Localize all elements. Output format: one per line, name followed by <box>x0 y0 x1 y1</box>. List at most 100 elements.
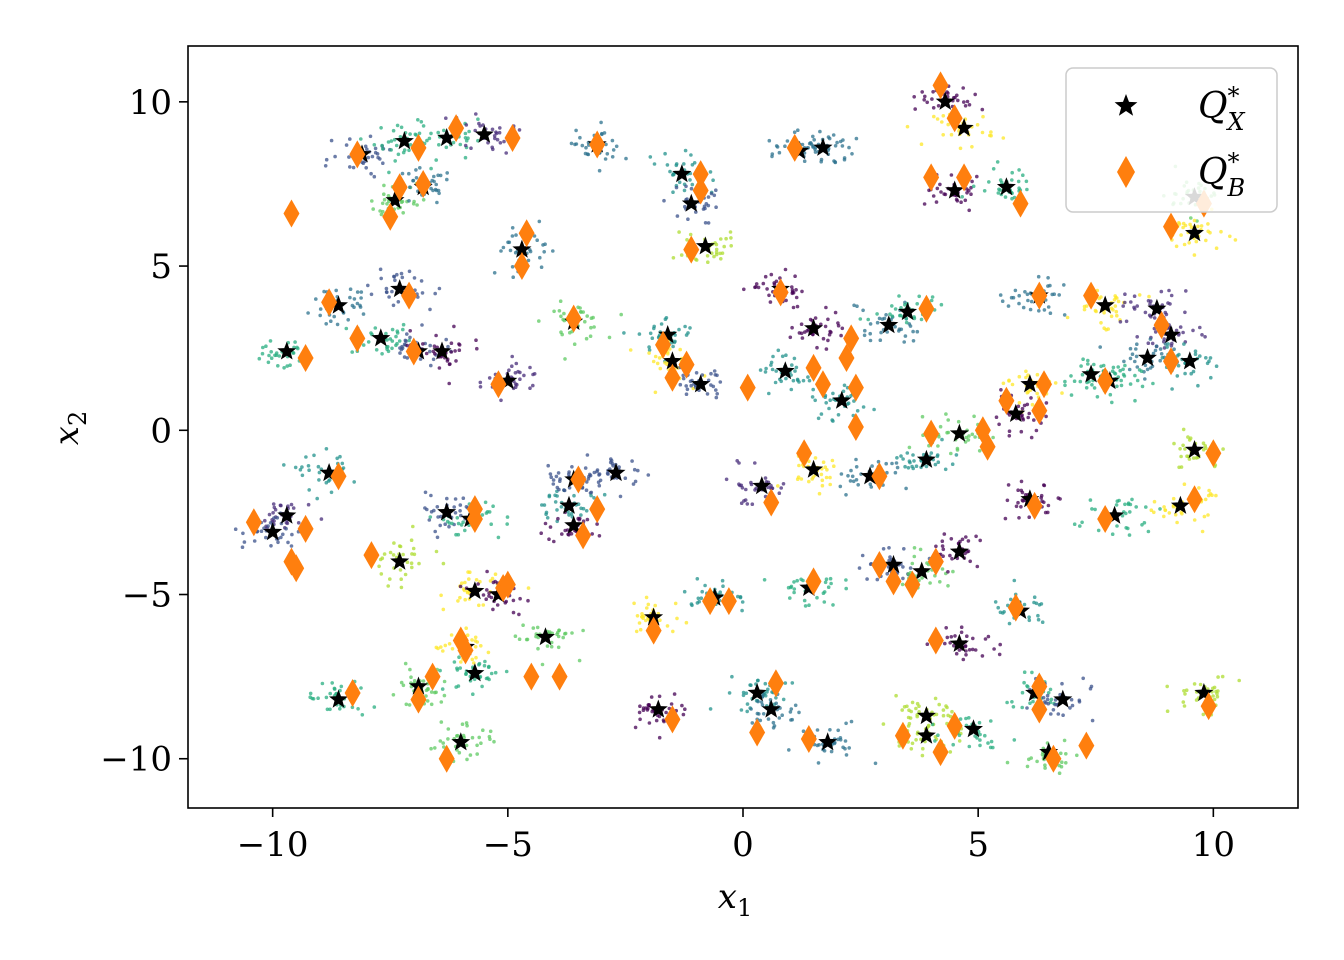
sample-point <box>461 733 466 738</box>
sample-point <box>942 192 946 196</box>
sample-point <box>518 596 522 601</box>
sample-point <box>328 691 333 696</box>
qb-diamond-marker <box>702 587 719 616</box>
sample-point <box>1092 362 1096 367</box>
qx-star-marker <box>371 328 391 347</box>
sample-point <box>936 733 940 737</box>
sample-point <box>964 535 968 539</box>
sample-point <box>914 464 919 469</box>
sample-point <box>370 154 375 159</box>
sample-point <box>449 350 454 354</box>
sample-point <box>473 639 478 643</box>
sample-point <box>907 445 912 450</box>
sample-point <box>458 584 463 589</box>
sample-point <box>964 716 968 721</box>
sample-point <box>1181 443 1185 448</box>
sample-point <box>763 681 768 686</box>
sample-point <box>1081 676 1085 681</box>
sample-point <box>1127 533 1132 537</box>
sample-point <box>1121 372 1126 377</box>
qb-diamond-marker <box>927 547 944 576</box>
sample-point <box>1153 348 1158 353</box>
sample-point <box>261 345 265 350</box>
sample-point <box>610 138 615 143</box>
sample-point <box>435 505 440 509</box>
sample-point <box>789 387 794 392</box>
sample-point <box>1020 406 1025 411</box>
sample-point <box>329 319 333 324</box>
sample-point <box>306 464 311 468</box>
qb-diamond-marker <box>457 636 474 665</box>
sample-point <box>447 381 452 386</box>
qb-diamond-marker <box>767 669 784 698</box>
sample-point <box>510 265 515 269</box>
sample-point <box>901 565 905 569</box>
sample-point <box>369 171 373 176</box>
sample-point <box>682 589 687 594</box>
sample-point <box>1011 295 1016 300</box>
sample-point <box>800 289 804 294</box>
sample-point <box>480 513 485 517</box>
sample-point <box>1019 414 1023 418</box>
sample-point <box>545 516 550 520</box>
sample-point <box>971 636 975 641</box>
sample-point <box>1158 358 1162 363</box>
sample-point <box>668 169 672 174</box>
sample-point <box>1154 344 1159 349</box>
sample-point <box>684 620 689 625</box>
sample-point <box>885 572 889 576</box>
sample-point <box>583 151 588 156</box>
sample-point <box>325 707 330 712</box>
sample-point <box>266 524 270 528</box>
sample-point <box>914 738 918 742</box>
sample-point <box>381 209 385 214</box>
sample-point <box>657 694 662 699</box>
sample-point <box>487 734 492 739</box>
sample-point <box>441 607 446 612</box>
sample-point <box>1043 700 1047 704</box>
sample-point <box>344 326 349 331</box>
sample-point <box>954 651 959 656</box>
x-axis-ticks: −10 −5 0 5 10 <box>237 808 1235 865</box>
sample-point <box>669 702 674 706</box>
sample-point <box>671 190 675 194</box>
sample-point <box>495 137 500 142</box>
sample-point <box>421 679 426 683</box>
sample-point <box>977 720 982 725</box>
sample-point <box>682 162 686 166</box>
sample-point <box>824 305 828 310</box>
qx-star-marker <box>1095 295 1115 314</box>
sample-point <box>425 138 429 143</box>
sample-point <box>1134 347 1138 351</box>
sample-point <box>1010 382 1015 387</box>
sample-point <box>1194 239 1199 244</box>
x-tick-label: −5 <box>483 825 533 865</box>
sample-point <box>559 330 563 335</box>
sample-point <box>1203 497 1208 502</box>
sample-point <box>1116 299 1121 304</box>
sample-point <box>776 484 780 488</box>
sample-point <box>1012 738 1017 742</box>
sample-point <box>344 143 349 147</box>
sample-point <box>1017 301 1021 306</box>
sample-point <box>284 520 289 525</box>
sample-point <box>408 335 412 340</box>
sample-point <box>1019 479 1024 484</box>
sample-point <box>828 475 832 480</box>
sample-point <box>970 432 975 437</box>
sample-point <box>585 314 589 318</box>
sample-point <box>815 345 819 350</box>
sample-point <box>828 398 832 403</box>
sample-point <box>1164 312 1169 317</box>
sample-point <box>820 478 825 483</box>
qb-diamond-marker <box>772 278 789 307</box>
sample-point <box>278 503 283 508</box>
sample-point <box>437 191 441 196</box>
sample-point <box>1215 692 1219 696</box>
sample-point <box>980 107 985 112</box>
sample-point <box>429 166 433 171</box>
sample-point <box>638 627 643 632</box>
sample-point <box>690 182 695 187</box>
sample-point <box>850 152 854 156</box>
